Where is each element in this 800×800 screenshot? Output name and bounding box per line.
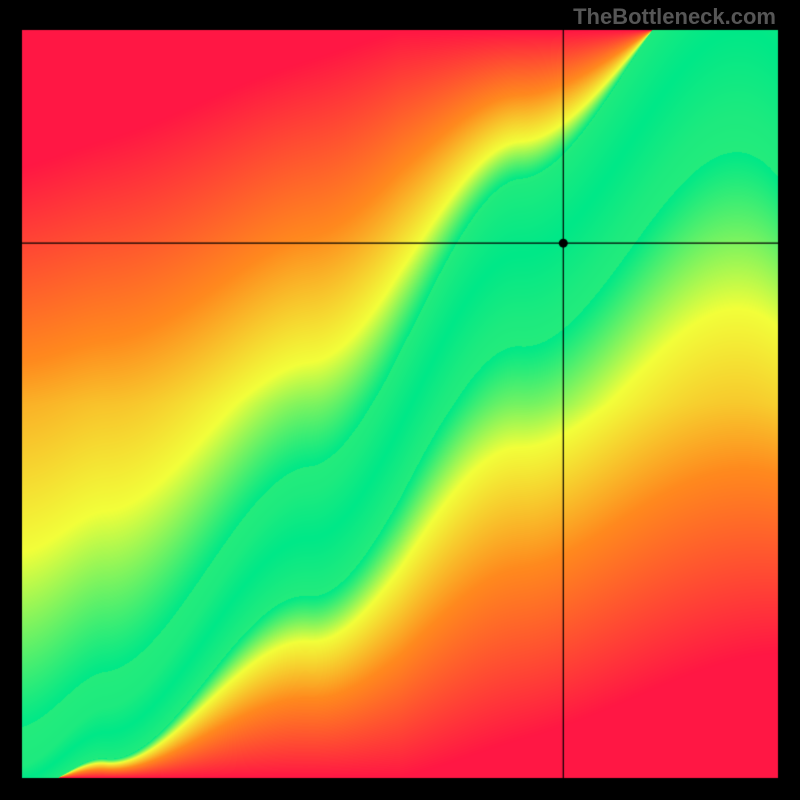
bottleneck-heatmap-canvas	[0, 0, 800, 800]
watermark-text: TheBottleneck.com	[573, 4, 776, 30]
chart-container: TheBottleneck.com	[0, 0, 800, 800]
